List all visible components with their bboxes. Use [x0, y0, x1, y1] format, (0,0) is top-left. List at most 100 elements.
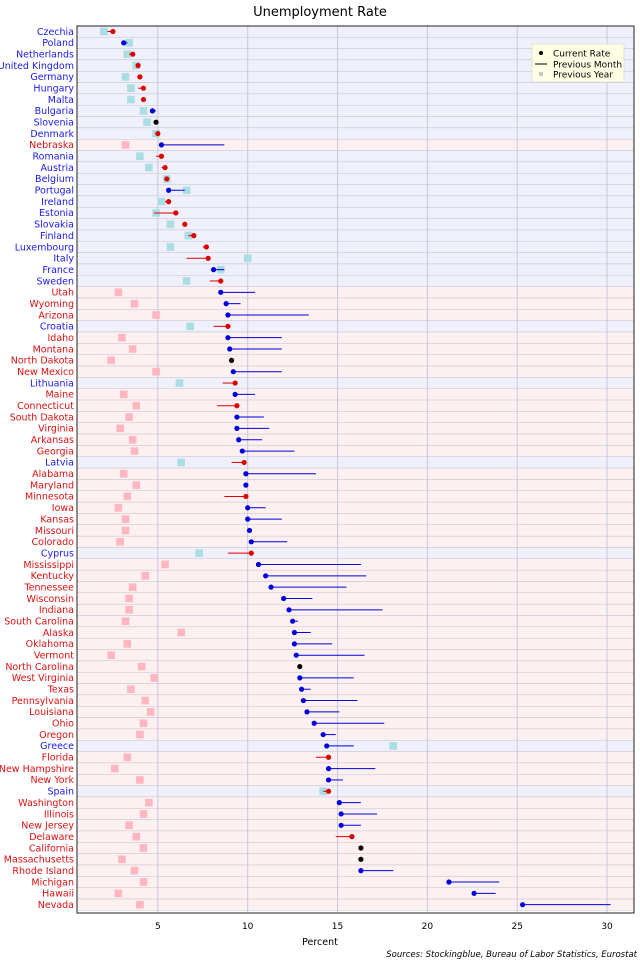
current-rate-dot-massachusetts — [358, 856, 364, 862]
prev-year-mark-delaware — [132, 832, 141, 841]
current-rate-dot-bulgaria — [149, 108, 156, 114]
row-band-south-carolina — [76, 615, 635, 628]
current-rate-dot-pennsylvania — [300, 697, 306, 704]
prev-year-mark-florida — [123, 753, 132, 762]
row-label-south-dakota: South Dakota — [10, 412, 74, 423]
row-label-maine: Maine — [45, 390, 74, 401]
row-label-france: France — [42, 265, 74, 276]
row-band-greece — [76, 740, 635, 752]
row-band-latvia — [76, 456, 635, 469]
current-rate-dot-louisiana — [304, 709, 310, 715]
row-band-west-virginia — [76, 672, 635, 684]
prev-year-mark-pennsylvania — [141, 696, 150, 705]
current-rate-dot-poland — [121, 40, 127, 46]
row-label-utah: Utah — [51, 288, 74, 299]
prev-year-mark-greece — [389, 742, 398, 750]
row-label-arizona: Arizona — [38, 310, 74, 321]
current-rate-dot-sweden — [218, 278, 224, 284]
row-label-delaware: Delaware — [29, 832, 74, 843]
row-band-slovakia — [76, 218, 635, 231]
prev-year-mark-ireland — [157, 197, 166, 206]
row-label-oklahoma: Oklahoma — [26, 639, 74, 650]
current-rate-dot-wisconsin — [281, 595, 287, 602]
row-label-pennsylvania: Pennsylvania — [12, 696, 74, 707]
row-band-alaska — [76, 626, 635, 639]
prev-year-mark-cyprus — [195, 549, 203, 557]
prev-year-mark-czechia — [100, 27, 108, 36]
prev-year-mark-north-dakota — [107, 356, 115, 365]
prev-year-mark-malta — [127, 95, 135, 104]
row-band-hawaii — [76, 887, 635, 900]
prev-year-mark-illinois — [139, 810, 148, 818]
prev-year-mark-virginia — [116, 424, 124, 433]
chart-title: Unemployment Rate — [253, 5, 387, 20]
current-rate-dot-colorado — [248, 539, 254, 545]
row-label-germany: Germany — [30, 72, 74, 83]
current-rate-dot-germany — [137, 74, 143, 80]
row-band-georgia — [76, 445, 635, 457]
row-label-rhode-island: Rhode Island — [12, 866, 74, 877]
current-rate-dot-malta — [140, 96, 147, 103]
row-band-portugal — [76, 184, 635, 197]
row-band-michigan — [76, 876, 635, 888]
prev-year-mark-washington — [145, 798, 153, 807]
current-rate-dot-ohio — [311, 720, 317, 726]
prev-year-mark-new-hampshire — [110, 764, 119, 773]
current-rate-dot-idaho — [225, 335, 231, 341]
row-label-texas: Texas — [47, 685, 74, 696]
row-label-montana: Montana — [33, 344, 74, 355]
row-label-hungary: Hungary — [33, 84, 74, 95]
row-band-croatia — [76, 320, 635, 333]
row-band-texas — [76, 683, 635, 696]
row-band-montana — [76, 343, 635, 355]
prev-year-mark-latvia — [177, 458, 186, 467]
current-rate-dot-washington — [336, 800, 342, 806]
row-band-denmark — [76, 127, 635, 140]
current-rate-dot-wyoming — [223, 301, 229, 307]
current-rate-dot-hungary — [140, 85, 147, 91]
row-band-new-york — [76, 774, 635, 786]
current-rate-dot-slovenia — [153, 119, 159, 125]
row-label-west-virginia: West Virginia — [12, 673, 74, 684]
prev-year-mark-new-jersey — [125, 821, 133, 830]
row-band-oklahoma — [76, 637, 635, 650]
current-rate-dot-michigan — [446, 879, 452, 885]
prev-year-mark-maine — [119, 390, 128, 399]
prev-year-mark-georgia — [130, 447, 139, 455]
prev-year-mark-netherlands — [123, 50, 132, 58]
row-label-connecticut: Connecticut — [17, 401, 74, 412]
row-band-louisiana — [76, 706, 635, 718]
row-label-oregon: Oregon — [39, 730, 74, 741]
row-band-finland — [76, 229, 635, 242]
row-band-maryland — [76, 479, 635, 491]
row-label-mississippi: Mississippi — [23, 560, 74, 571]
prev-year-mark-lithuania — [175, 379, 184, 387]
current-rate-dot-montana — [227, 346, 233, 352]
current-rate-dot-netherlands — [130, 51, 136, 57]
row-band-florida — [76, 751, 635, 764]
row-band-bulgaria — [76, 105, 635, 117]
prev-year-mark-nebraska — [121, 141, 130, 149]
prev-year-mark-arkansas — [128, 435, 137, 444]
legend: Current Rate Previous Month Previous Yea… — [531, 43, 625, 83]
current-rate-dot-rhode-island — [358, 868, 364, 874]
row-label-sweden: Sweden — [36, 276, 74, 287]
current-rate-dot-spain — [325, 788, 332, 794]
row-band-sweden — [76, 275, 635, 287]
current-rate-dot-portugal — [166, 187, 172, 193]
current-rate-dot-arizona — [225, 312, 231, 318]
row-label-michigan: Michigan — [31, 877, 74, 888]
prev-year-mark-oregon — [136, 730, 144, 739]
current-rate-dot-kentucky — [263, 573, 269, 579]
row-label-georgia: Georgia — [37, 446, 74, 457]
legend-previous-year-swatch — [539, 72, 543, 76]
prev-year-mark-alabama — [119, 469, 128, 478]
row-label-south-carolina: South Carolina — [4, 616, 74, 627]
row-label-virginia: Virginia — [38, 424, 74, 435]
prev-year-mark-austria — [145, 163, 153, 172]
row-band-slovenia — [76, 116, 635, 129]
row-label-california: California — [29, 843, 74, 854]
current-rate-dot-nevada — [520, 902, 526, 908]
current-rate-dot-arkansas — [236, 437, 242, 443]
row-band-missouri — [76, 524, 635, 537]
